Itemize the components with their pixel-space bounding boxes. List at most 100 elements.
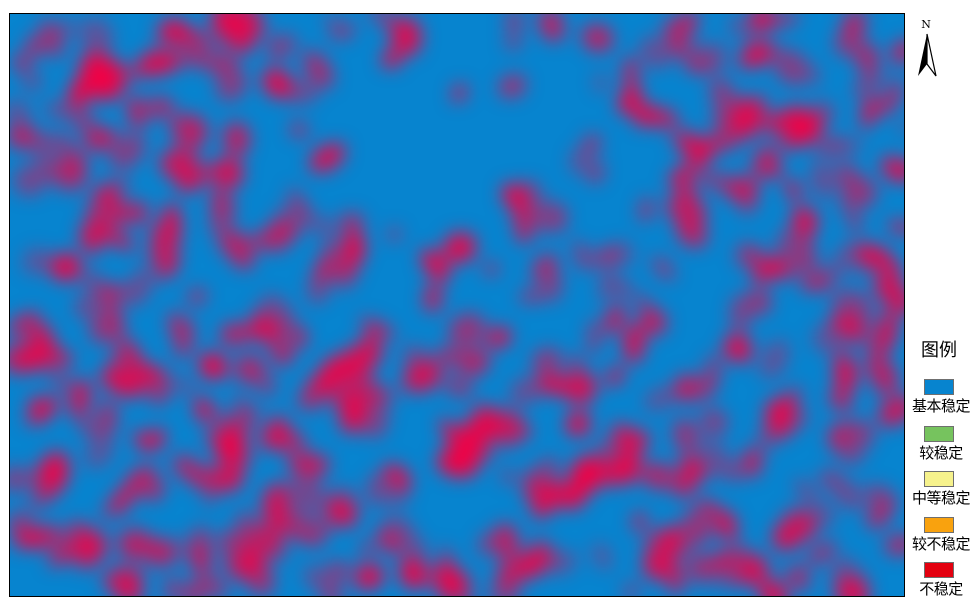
stability-hotspot (271, 342, 295, 366)
stability-hotspot (292, 325, 307, 348)
stability-hotspot (532, 483, 560, 519)
stability-hotspot (187, 287, 207, 306)
stability-hotspot (622, 55, 639, 90)
stability-hotspot (884, 534, 904, 556)
stability-hotspot (211, 189, 229, 206)
stability-hotspot (390, 17, 422, 57)
stability-hotspot (886, 220, 904, 235)
stability-hotspot (640, 310, 666, 335)
stability-hotspot (368, 473, 386, 506)
stability-hotspot (243, 321, 287, 336)
stability-hotspot (303, 564, 327, 590)
legend-label: 中等稳定 (911, 489, 971, 507)
stability-hotspot (749, 14, 775, 32)
stability-hotspot (623, 583, 639, 596)
stability-hotspot (605, 241, 635, 268)
stability-hotspot (326, 497, 356, 527)
stability-hotspot (313, 215, 336, 239)
stability-hotspot (448, 313, 486, 348)
stability-hotspot (85, 432, 115, 470)
stability-hotspot (587, 318, 600, 356)
stability-hotspot (28, 493, 50, 510)
stability-hotspot (302, 376, 323, 403)
stability-hotspot (443, 238, 475, 258)
legend-label: 较稳定 (919, 444, 963, 462)
stability-hotspot (643, 385, 678, 412)
stability-hotspot (288, 477, 326, 509)
stability-hotspot (593, 542, 612, 570)
stability-hotspot (67, 398, 84, 419)
stability-hotspot (700, 409, 728, 436)
stability-hotspot (726, 18, 756, 37)
stability-hotspot (360, 542, 374, 556)
stability-hotspot (182, 584, 204, 596)
stability-hotspot (785, 179, 802, 200)
stability-hotspot (143, 538, 175, 563)
stability-hotspot (745, 41, 766, 63)
stability-hotspot (423, 282, 443, 313)
stability-hotspot (53, 135, 75, 153)
stability-hotspot (22, 248, 52, 275)
stability-hotspot (565, 411, 591, 437)
stability-hotspot (81, 268, 110, 308)
stability-hotspot (89, 227, 105, 248)
stability-hotspot (265, 414, 287, 450)
stability-hotspot (518, 289, 544, 304)
stability-hotspot (811, 160, 834, 200)
stability-hotspot (219, 322, 250, 346)
stability-hotspot (337, 399, 369, 434)
stability-hotspot (511, 200, 533, 225)
stability-hotspot (530, 253, 558, 279)
stability-hotspot (223, 121, 251, 156)
stability-hotspot (763, 113, 788, 126)
stability-hotspot (452, 84, 467, 102)
stability-hotspot (714, 551, 735, 571)
stability-hotspot (896, 119, 904, 134)
stability-hotspot (217, 531, 256, 559)
stability-hotspot (50, 157, 88, 192)
stability-hotspot (742, 447, 762, 477)
stability-hotspot (46, 103, 64, 116)
stability-hotspot (43, 450, 70, 489)
stability-hotspot (779, 508, 818, 542)
stability-hotspot (328, 356, 372, 381)
stability-hotspot (167, 310, 185, 340)
legend-label: 较不稳定 (911, 535, 971, 553)
stability-hotspot (200, 480, 221, 495)
stability-hotspot (32, 526, 61, 550)
stability-hotspot (99, 363, 126, 389)
stability-hotspot (706, 354, 722, 379)
stability-hotspot (222, 555, 249, 582)
stability-hotspot (48, 370, 76, 393)
stability-hotspot (877, 395, 904, 427)
stability-hotspot (527, 200, 566, 233)
stability-hotspot (769, 251, 808, 281)
legend-swatch (924, 517, 954, 533)
legend-swatch (924, 426, 954, 442)
legend-swatch (924, 471, 954, 487)
stability-hotspot (461, 414, 489, 452)
stability-hotspot (100, 493, 120, 522)
stability-hotspot (563, 371, 597, 405)
stability-hotspot (568, 455, 603, 496)
legend-label: 不稳定 (919, 580, 963, 598)
stability-hotspot (815, 501, 835, 527)
stability-hotspot (767, 160, 785, 180)
stability-hotspot (74, 298, 95, 318)
stability-hotspot (854, 418, 874, 444)
stability-hotspot (315, 508, 339, 543)
stability-hotspot (498, 74, 526, 98)
stability-hotspot (785, 109, 823, 147)
stability-hotspot (861, 94, 878, 129)
stability-hotspot (672, 418, 699, 453)
stability-hotspot (617, 85, 642, 115)
stability-hotspot (146, 428, 166, 451)
north-label: N (921, 18, 931, 31)
stability-hotspot (216, 68, 248, 102)
stability-hotspot (814, 136, 844, 155)
stability-hotspot (547, 551, 578, 575)
stability-hotspot (99, 226, 135, 251)
stability-hotspot (866, 504, 891, 529)
stability-hotspot (20, 71, 44, 92)
stability-hotspot (599, 264, 614, 304)
